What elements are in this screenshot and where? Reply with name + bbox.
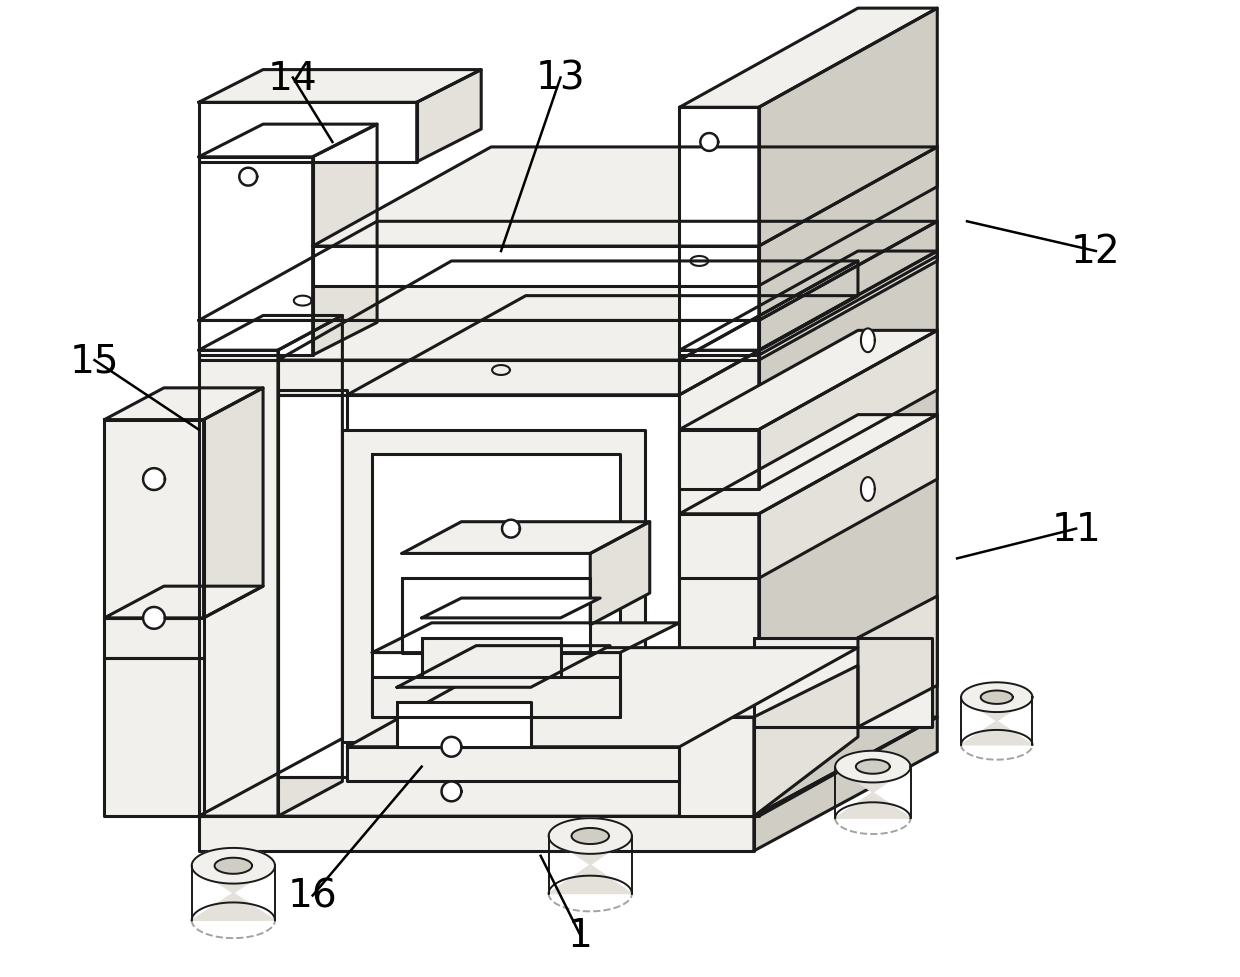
Polygon shape — [680, 717, 754, 817]
Polygon shape — [347, 648, 858, 747]
Polygon shape — [759, 415, 937, 578]
Polygon shape — [680, 252, 937, 351]
Text: 14: 14 — [268, 60, 317, 98]
Polygon shape — [312, 247, 759, 286]
Text: 11: 11 — [1052, 510, 1101, 548]
Polygon shape — [759, 222, 937, 361]
Polygon shape — [759, 148, 937, 286]
Polygon shape — [680, 9, 937, 108]
Polygon shape — [836, 751, 910, 783]
Polygon shape — [198, 321, 759, 361]
Text: 1: 1 — [568, 916, 593, 955]
Polygon shape — [981, 691, 1013, 704]
Polygon shape — [441, 737, 461, 757]
Polygon shape — [856, 760, 890, 774]
Polygon shape — [754, 665, 858, 817]
Polygon shape — [417, 70, 481, 162]
Polygon shape — [198, 222, 937, 321]
Polygon shape — [680, 108, 759, 356]
Polygon shape — [680, 415, 937, 514]
Polygon shape — [215, 858, 252, 873]
Polygon shape — [961, 683, 1033, 712]
Polygon shape — [278, 391, 347, 777]
Polygon shape — [143, 469, 165, 490]
Polygon shape — [198, 317, 342, 351]
Polygon shape — [397, 646, 610, 688]
Polygon shape — [680, 351, 759, 817]
Polygon shape — [402, 522, 650, 554]
Text: 13: 13 — [536, 60, 585, 98]
Polygon shape — [104, 618, 203, 658]
Polygon shape — [203, 389, 263, 618]
Polygon shape — [312, 125, 377, 356]
Polygon shape — [278, 262, 858, 361]
Polygon shape — [198, 817, 754, 851]
Polygon shape — [759, 9, 937, 356]
Polygon shape — [422, 638, 560, 678]
Polygon shape — [239, 169, 257, 187]
Polygon shape — [143, 608, 165, 629]
Polygon shape — [441, 782, 461, 801]
Polygon shape — [198, 351, 278, 817]
Text: 16: 16 — [288, 876, 337, 914]
Polygon shape — [104, 658, 203, 817]
Polygon shape — [680, 514, 759, 578]
Polygon shape — [278, 396, 680, 777]
Polygon shape — [198, 717, 937, 817]
Polygon shape — [372, 678, 620, 717]
Polygon shape — [754, 717, 937, 851]
Polygon shape — [312, 148, 937, 247]
Polygon shape — [104, 389, 263, 420]
Polygon shape — [104, 586, 263, 618]
Polygon shape — [347, 296, 858, 396]
Polygon shape — [278, 317, 342, 817]
Polygon shape — [759, 252, 937, 817]
Polygon shape — [861, 478, 874, 501]
Polygon shape — [192, 848, 275, 920]
Polygon shape — [680, 331, 937, 430]
Polygon shape — [759, 331, 937, 489]
Text: 12: 12 — [1071, 233, 1121, 271]
Polygon shape — [372, 455, 620, 717]
Polygon shape — [372, 623, 680, 653]
Polygon shape — [680, 430, 759, 489]
Polygon shape — [402, 578, 590, 653]
Polygon shape — [572, 828, 609, 844]
Polygon shape — [680, 262, 858, 396]
Polygon shape — [198, 104, 417, 162]
Polygon shape — [278, 361, 680, 396]
Text: 15: 15 — [69, 342, 119, 380]
Polygon shape — [192, 848, 275, 883]
Polygon shape — [858, 597, 937, 727]
Polygon shape — [548, 819, 632, 854]
Polygon shape — [701, 134, 718, 151]
Polygon shape — [198, 157, 312, 356]
Polygon shape — [198, 125, 377, 157]
Polygon shape — [548, 819, 632, 894]
Polygon shape — [347, 747, 680, 782]
Polygon shape — [502, 520, 520, 538]
Polygon shape — [198, 70, 481, 104]
Polygon shape — [836, 751, 910, 819]
Polygon shape — [961, 683, 1033, 745]
Polygon shape — [590, 522, 650, 625]
Polygon shape — [104, 420, 203, 618]
Polygon shape — [754, 638, 932, 727]
Polygon shape — [342, 430, 645, 743]
Polygon shape — [861, 329, 874, 353]
Polygon shape — [397, 702, 531, 747]
Polygon shape — [422, 599, 600, 618]
